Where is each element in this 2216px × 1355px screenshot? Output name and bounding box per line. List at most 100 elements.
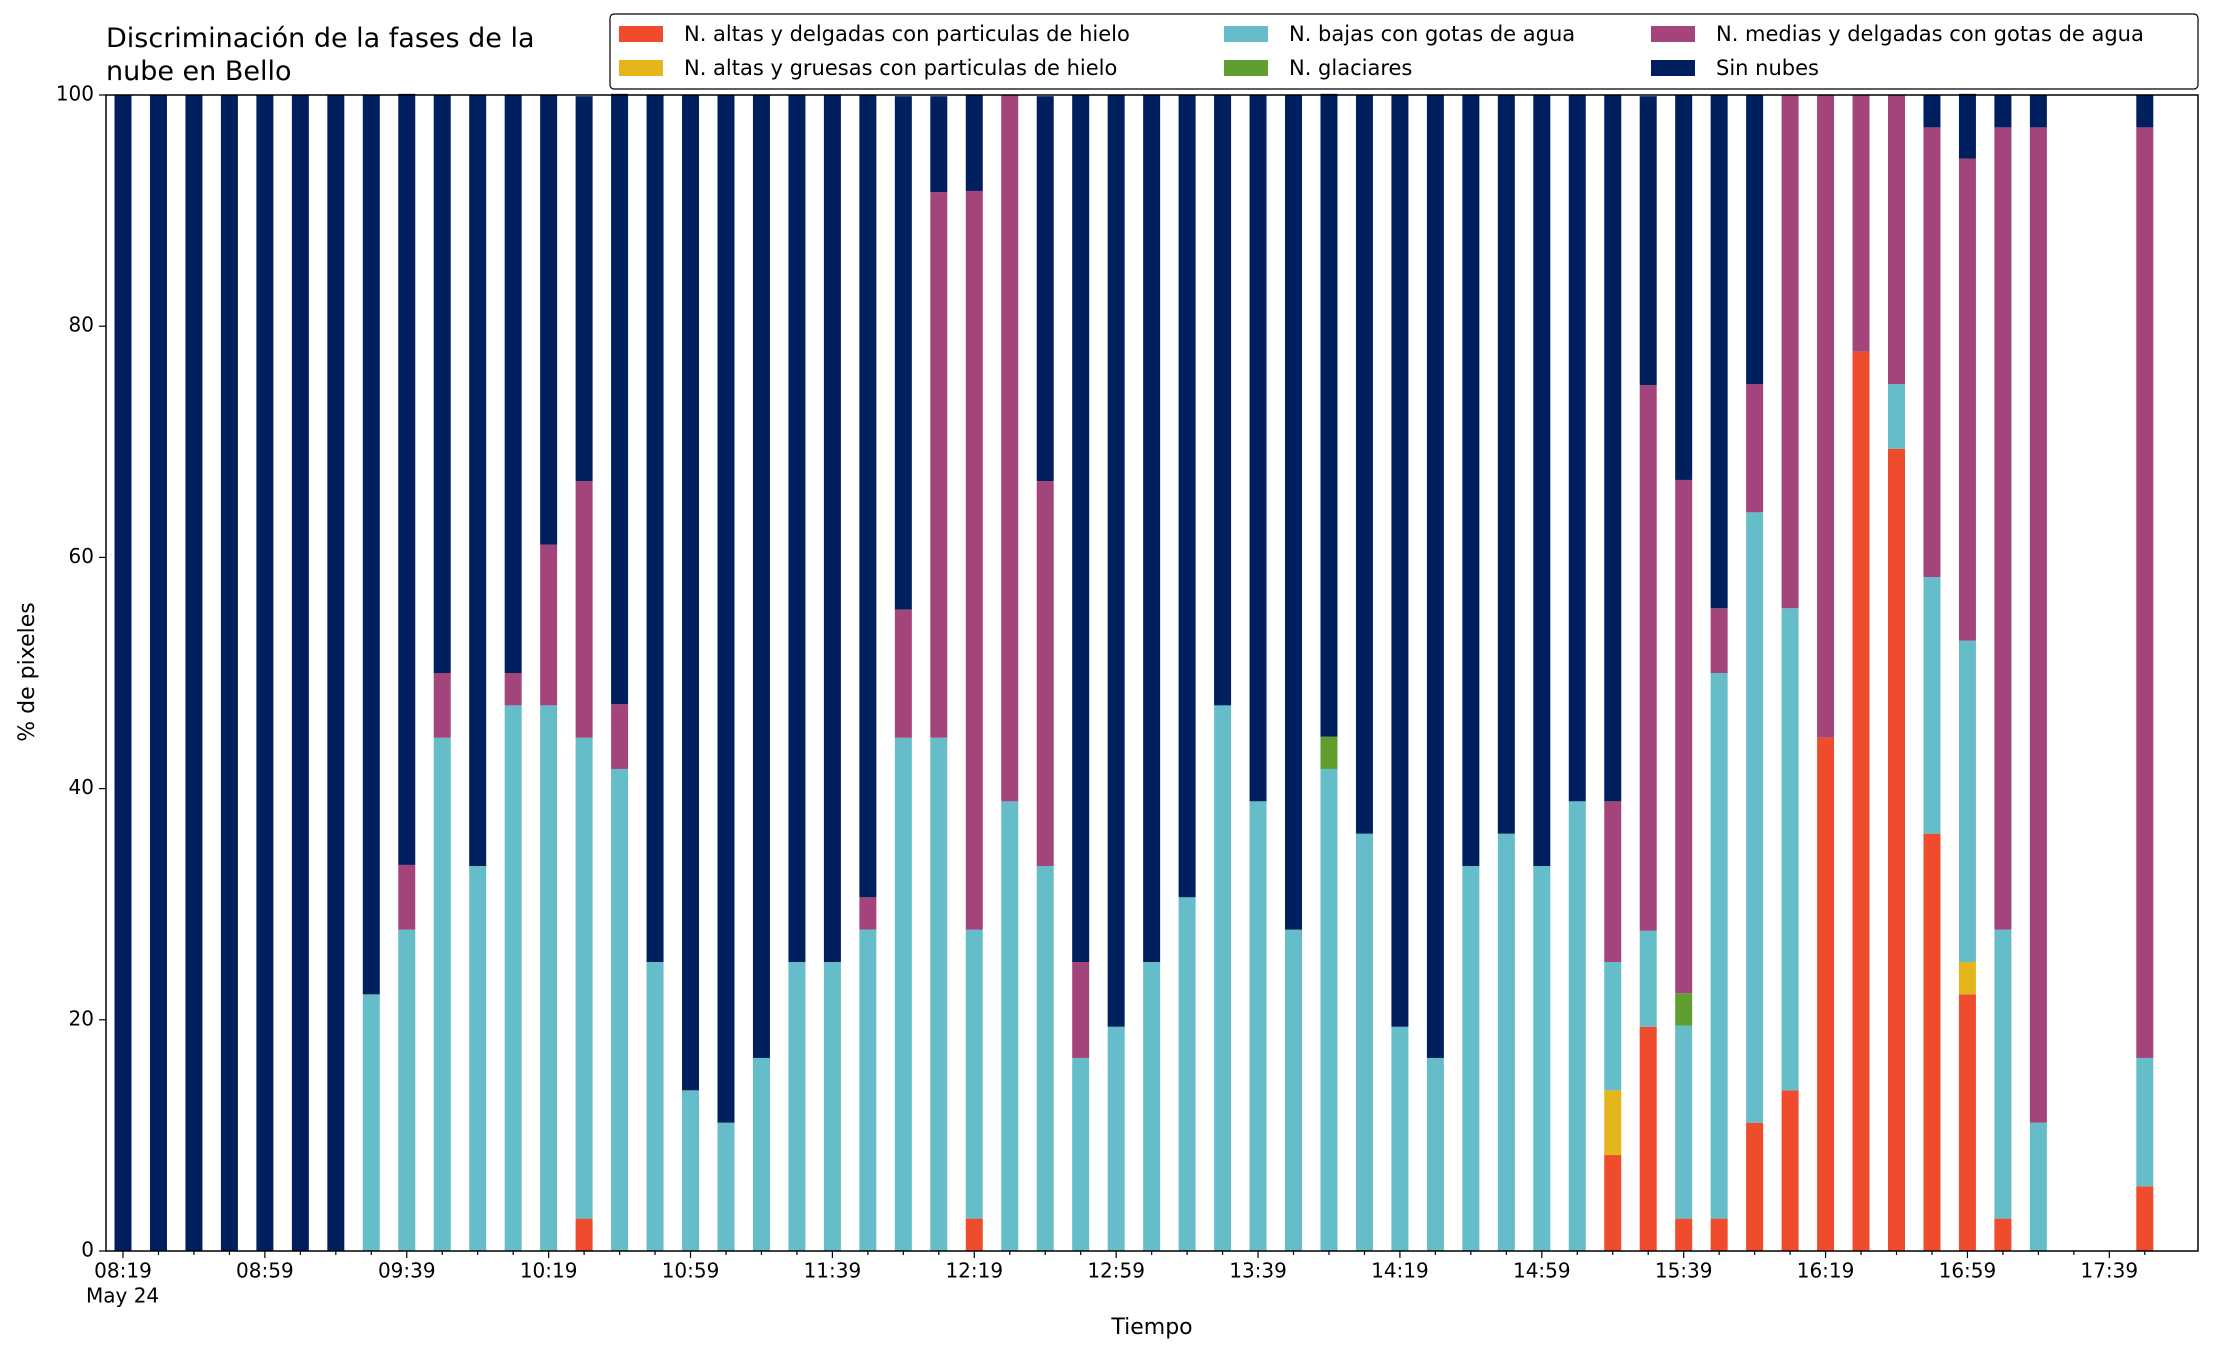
bar-segment <box>1355 95 1373 834</box>
bar-segment <box>504 673 522 706</box>
bar-segment <box>575 1218 593 1251</box>
bar-segment <box>362 994 380 1251</box>
bar-segment <box>1036 866 1054 1251</box>
legend-swatch <box>1651 26 1695 42</box>
bar-segment <box>2029 95 2047 128</box>
bar-segment <box>823 95 841 962</box>
bar-segment <box>823 962 841 1251</box>
bar-segment <box>965 95 983 191</box>
bar-segment <box>291 95 309 1251</box>
bar-segment <box>1817 737 1835 1251</box>
bar-segment <box>2136 127 2154 1058</box>
bar-segment <box>1285 95 1303 930</box>
bar-segment <box>1710 608 1728 673</box>
x-tick-label: 13:39 <box>1229 1259 1287 1283</box>
bar-segment <box>859 929 877 1251</box>
bar-segment <box>1888 448 1905 1252</box>
bar-segment <box>2029 1122 2047 1251</box>
bar-segment <box>2136 1057 2154 1187</box>
bar-segment <box>1285 929 1303 1251</box>
bar-segment <box>185 95 203 1251</box>
bar-segment <box>1639 1026 1657 1251</box>
bar-segment <box>1604 95 1622 802</box>
y-tick-label: 40 <box>69 775 94 799</box>
bar-segment <box>398 93 416 865</box>
bar-segment <box>752 95 770 1058</box>
bar-segment <box>149 95 167 1251</box>
bar-segment <box>894 96 912 610</box>
bar-segment <box>433 737 451 1251</box>
bar-segment <box>1107 1026 1125 1251</box>
legend-label: N. medias y delgadas con gotas de agua <box>1716 22 2144 46</box>
bar-segment <box>788 962 806 1251</box>
bar-segment <box>1355 833 1373 1251</box>
bar-segment <box>2136 95 2154 128</box>
bar-segment <box>256 95 274 1251</box>
bar-segment <box>1001 801 1019 1251</box>
x-tick-label: 08:59 <box>236 1259 294 1283</box>
bar-segment <box>1143 962 1161 1251</box>
legend-swatch <box>619 60 663 76</box>
bar-segment <box>220 95 238 1251</box>
bar-segment <box>1923 127 1941 578</box>
bar-segment <box>894 609 912 738</box>
bar-segment <box>1533 95 1551 867</box>
bar-segment <box>1426 1057 1444 1251</box>
bar-segment <box>1072 95 1090 962</box>
bar-segment <box>1746 95 1764 384</box>
bar-segment <box>1320 93 1338 737</box>
bar-segment <box>1214 95 1232 706</box>
bar-segment <box>575 96 593 482</box>
bar-segment <box>540 95 558 545</box>
bar-segment <box>1178 897 1196 1251</box>
y-tick-label: 100 <box>56 82 94 106</box>
bar-segment <box>398 864 416 930</box>
bar-segment <box>114 95 132 1251</box>
bar-segment <box>1391 1026 1409 1251</box>
bar-segment <box>1675 1218 1693 1251</box>
bar-segment <box>469 95 487 867</box>
bar-segment <box>1072 962 1090 1058</box>
bar-segment <box>1923 577 1941 834</box>
bar-segment <box>1923 833 1941 1251</box>
bar-segment <box>540 544 558 706</box>
y-tick-label: 0 <box>81 1238 94 1262</box>
bar-segment <box>965 1218 983 1251</box>
bar-segment <box>1214 705 1232 1251</box>
x-tick-label: 08:19 <box>94 1259 152 1283</box>
bar-segment <box>1391 95 1409 1027</box>
x-tick-label: 12:59 <box>1087 1259 1145 1283</box>
bar-segment <box>2136 1186 2154 1251</box>
bar-segment <box>1746 512 1764 1123</box>
bar-segment <box>504 705 522 1251</box>
x-tick-label: 15:39 <box>1655 1259 1713 1283</box>
bar-segment <box>1249 95 1267 802</box>
y-tick-label: 60 <box>69 544 94 568</box>
bar-segment <box>859 95 877 898</box>
bar-segment <box>930 737 948 1251</box>
bar-segment <box>540 705 558 1251</box>
bar-segment <box>611 704 629 769</box>
x-date-label: May 24 <box>86 1284 159 1308</box>
bar-segment <box>1604 1155 1622 1251</box>
bar-segment <box>788 95 806 962</box>
bar-segment <box>894 737 912 1251</box>
bar-segment <box>682 95 700 1091</box>
bar-segment <box>1675 1025 1693 1219</box>
bar-segment <box>1746 384 1764 513</box>
bar-segment <box>1781 608 1799 1091</box>
bar-segment <box>1710 1218 1728 1251</box>
bar-segment <box>327 95 345 1251</box>
bar-segment <box>1639 385 1657 931</box>
legend-swatch <box>1651 60 1695 76</box>
x-axis-label: Tiempo <box>1110 1315 1192 1340</box>
bar-segment <box>611 93 629 705</box>
x-tick-label: 10:19 <box>520 1259 578 1283</box>
x-tick-label: 16:19 <box>1797 1259 1855 1283</box>
bar-segment <box>930 96 948 193</box>
y-tick-label: 20 <box>69 1006 94 1030</box>
bar-segment <box>1568 801 1586 1251</box>
bar-segment <box>1710 673 1728 1219</box>
legend-label: N. bajas con gotas de agua <box>1289 22 1575 46</box>
